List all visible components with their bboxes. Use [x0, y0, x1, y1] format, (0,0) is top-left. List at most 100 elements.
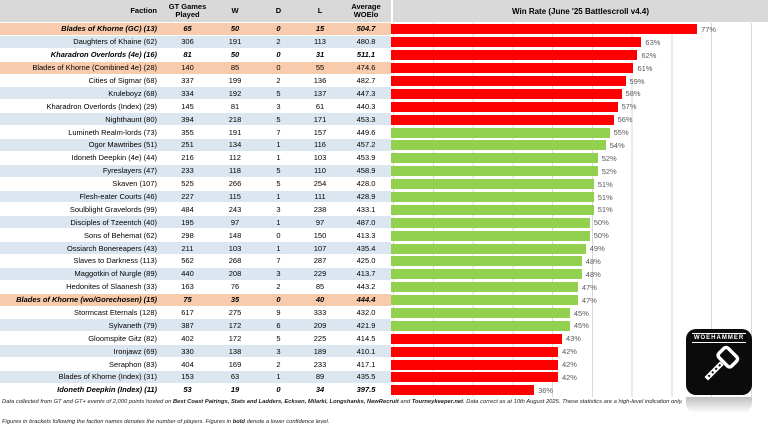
- faction-cell: Sons of Behemat (62): [84, 230, 157, 240]
- faction-cell: Ironjawz (69): [113, 346, 157, 356]
- woelo-cell: 444.4: [356, 295, 376, 305]
- d-cell: 1: [276, 372, 281, 382]
- w-cell: 115: [229, 192, 241, 202]
- chart-row: 58%: [391, 87, 768, 100]
- win-rate-bar: [391, 359, 558, 370]
- win-rate-label: 54%: [609, 140, 625, 150]
- woehammer-logo-text: WoeHammer: [691, 333, 747, 343]
- win-rate-label: 51%: [597, 192, 613, 202]
- table-row-cells: Flesh-eater Courts (46) 227 115 1 111 428.9: [0, 190, 391, 204]
- games-cell: 525: [181, 179, 194, 189]
- footnote-segment: and: [398, 399, 412, 405]
- win-rate-label: 50%: [593, 218, 609, 228]
- table-row-cells: Ironjawz (69) 330 138 3 189 410.1: [0, 345, 391, 359]
- table-row: Soulblight Gravelords (99) 484 243 3 238 433.…: [0, 203, 768, 217]
- d-cell: 0: [276, 50, 281, 60]
- faction-table-body: Blades of Khorne (GC) (13) 65 50 0 15 504.7 77…: [0, 23, 768, 397]
- column-header-losses: L: [317, 5, 323, 15]
- table-row: Flesh-eater Courts (46) 227 115 1 111 428.9 51…: [0, 190, 768, 204]
- table-row: Disciples of Tzeentch (40) 195 97 1 97 487.0 5…: [0, 216, 768, 230]
- footnote-segment: denote a lower confidence level.: [244, 419, 330, 425]
- win-rate-label: 51%: [597, 205, 613, 215]
- win-rate-label: 36%: [538, 385, 554, 395]
- table-row: Ogor Mawtribes (51) 251 134 1 116 457.2 54%: [0, 139, 768, 152]
- table-row: Stormcast Eternals (128) 617 275 9 333 432.0 4…: [0, 307, 768, 320]
- l-cell: 209: [313, 320, 327, 330]
- chart-row: 77%: [391, 23, 768, 36]
- column-header-draws: D: [275, 5, 282, 15]
- faction-cell: Blades of Khorne (Index) (31): [58, 372, 157, 382]
- win-rate-label: 47%: [581, 295, 597, 305]
- chart-row: 51%: [391, 191, 768, 204]
- w-cell: 19: [230, 385, 240, 395]
- games-cell: 216: [181, 153, 194, 163]
- win-rate-label: 52%: [601, 153, 617, 163]
- woelo-cell: 440.3: [356, 101, 376, 111]
- w-cell: 81: [230, 101, 240, 111]
- d-cell: 3: [276, 204, 281, 214]
- d-cell: 1: [276, 243, 281, 253]
- games-cell: 53: [183, 385, 192, 395]
- win-rate-bar: [391, 256, 582, 267]
- games-cell: 65: [183, 24, 192, 34]
- win-rate-label: 62%: [641, 50, 657, 60]
- win-rate-bar: [391, 114, 614, 125]
- win-rate-bar: [391, 88, 622, 99]
- column-header-faction: Faction: [130, 5, 157, 15]
- games-cell: 211: [181, 243, 194, 253]
- d-cell: 0: [276, 385, 281, 395]
- win-rate-bar: [391, 295, 578, 306]
- faction-cell: Skaven (107): [112, 179, 157, 189]
- win-rate-bar: [391, 166, 598, 177]
- table-row-cells: Fyreslayers (47) 233 118 5 110 458.9: [0, 164, 391, 178]
- woelo-cell: 480.8: [356, 37, 376, 47]
- w-cell: 50: [230, 24, 240, 34]
- faction-cell: Slaves to Darkness (113): [73, 256, 157, 266]
- w-cell: 199: [228, 76, 242, 85]
- w-cell: 85: [230, 63, 240, 73]
- faction-cell: Kharadron Overlords (4e) (16): [50, 50, 157, 60]
- faction-cell: Hedonites of Slaanesh (33): [66, 282, 157, 292]
- games-cell: 306: [181, 37, 194, 47]
- win-rate-bar: [391, 101, 618, 112]
- footnote-segment: Figures in brackets following the factio…: [2, 419, 233, 425]
- chart-row: 43%: [391, 332, 768, 345]
- woelo-cell: 410.1: [356, 346, 376, 356]
- d-cell: 5: [276, 166, 281, 176]
- w-cell: 118: [229, 166, 241, 176]
- chart-row: 61%: [391, 62, 768, 75]
- l-cell: 287: [313, 256, 327, 266]
- chart-row: 50%: [391, 216, 768, 229]
- table-row: Gloomspite Gitz (82) 402 172 5 225 414.5 43%: [0, 332, 768, 346]
- table-row: Kruleboyz (68) 334 192 5 137 447.3 58%: [0, 87, 768, 101]
- woelo-cell: 457.2: [356, 140, 376, 150]
- table-row-cells: Hedonites of Slaanesh (33) 163 76 2 85 443.2: [0, 281, 391, 294]
- table-row-cells: Blades of Khorne (wo/Gorechosen) (15) 75 3…: [0, 293, 391, 307]
- d-cell: 5: [276, 179, 281, 189]
- woelo-cell: 428.9: [356, 192, 376, 202]
- faction-cell: Idoneth Deepkin (Index) (11): [57, 385, 157, 395]
- win-rate-bar: [391, 282, 578, 293]
- l-cell: 97: [315, 217, 325, 227]
- woelo-cell: 504.7: [356, 24, 376, 34]
- chart-title: Win Rate (June '25 Battlescroll v4.4): [393, 0, 768, 22]
- woelo-cell: 417.1: [356, 359, 376, 369]
- win-rate-label: 77%: [701, 24, 717, 34]
- table-row: Blades of Khorne (Combined 4e) (28) 140 85…: [0, 61, 768, 75]
- woelo-cell: 449.6: [356, 127, 376, 137]
- w-cell: 218: [228, 114, 242, 124]
- w-cell: 138: [228, 346, 242, 356]
- win-rate-label: 59%: [629, 76, 645, 86]
- d-cell: 6: [276, 320, 281, 330]
- l-cell: 116: [314, 140, 326, 150]
- chart-row: 56%: [391, 113, 768, 126]
- faction-cell: Soulblight Gravelords (99): [69, 204, 157, 214]
- l-cell: 113: [314, 37, 326, 47]
- table-row: Lumineth Realm-lords (73) 355 191 7 157 449.6…: [0, 126, 768, 140]
- chart-row: 47%: [391, 294, 768, 307]
- games-cell: 334: [181, 88, 194, 98]
- chart-row: 48%: [391, 268, 768, 281]
- w-cell: 268: [228, 256, 242, 266]
- chart-row: 51%: [391, 203, 768, 216]
- w-cell: 191: [228, 37, 242, 47]
